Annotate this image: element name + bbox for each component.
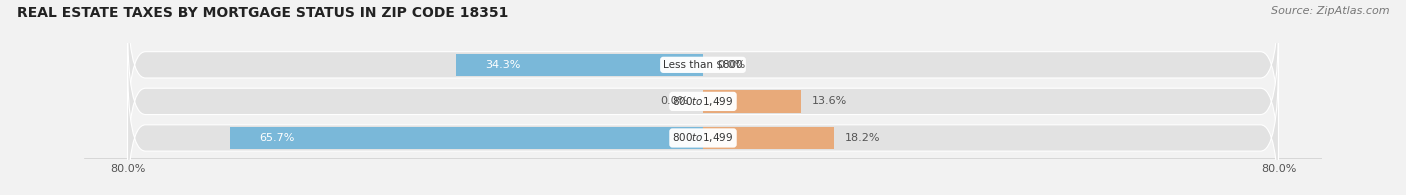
- Text: Source: ZipAtlas.com: Source: ZipAtlas.com: [1271, 6, 1389, 16]
- Text: 34.3%: 34.3%: [485, 60, 520, 70]
- Text: 0.0%: 0.0%: [717, 60, 745, 70]
- FancyBboxPatch shape: [128, 0, 1278, 143]
- Bar: [703, 127, 834, 149]
- Text: 0.0%: 0.0%: [661, 96, 689, 106]
- Text: 18.2%: 18.2%: [845, 133, 880, 143]
- FancyBboxPatch shape: [128, 23, 1278, 180]
- Text: REAL ESTATE TAXES BY MORTGAGE STATUS IN ZIP CODE 18351: REAL ESTATE TAXES BY MORTGAGE STATUS IN …: [17, 6, 508, 20]
- Bar: [703, 90, 801, 113]
- Text: Less than $800: Less than $800: [664, 60, 742, 70]
- Bar: [231, 127, 703, 149]
- Text: $800 to $1,499: $800 to $1,499: [672, 131, 734, 144]
- Text: $800 to $1,499: $800 to $1,499: [672, 95, 734, 108]
- Text: 13.6%: 13.6%: [811, 96, 846, 106]
- FancyBboxPatch shape: [128, 60, 1278, 195]
- Text: 65.7%: 65.7%: [259, 133, 294, 143]
- Bar: [457, 53, 703, 76]
